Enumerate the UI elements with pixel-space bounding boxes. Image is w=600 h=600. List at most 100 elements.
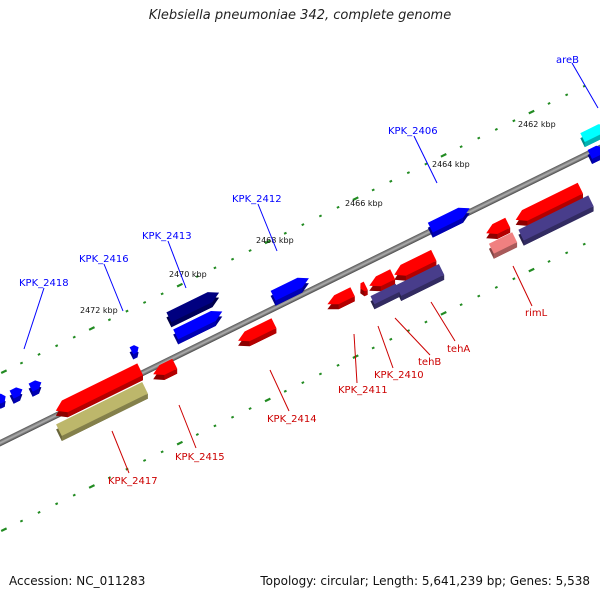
- gene-label-KPK_2413[interactable]: KPK_2413: [142, 231, 192, 242]
- leader-KPK_2410: [377, 325, 394, 369]
- leader-KPK_2416: [103, 263, 124, 312]
- gene-KPK_2406[interactable]: [427, 207, 470, 238]
- tick-upper: [248, 249, 252, 253]
- gene-KPK_2410[interactable]: [369, 269, 396, 292]
- tick-lower: [565, 251, 569, 255]
- tick-upper: [283, 231, 287, 235]
- gene-KPK_2412[interactable]: [270, 277, 309, 306]
- tick-upper: [160, 292, 164, 296]
- gene-areB[interactable]: [580, 124, 600, 148]
- tick-lower: [55, 502, 59, 506]
- gene-KPK_2418b[interactable]: [9, 387, 23, 404]
- gene-KPK_2415[interactable]: [153, 358, 178, 380]
- gene-KPK_2418[interactable]: [28, 380, 42, 397]
- tick-upper: [494, 127, 498, 131]
- gene-label-KPK_2410[interactable]: KPK_2410: [374, 370, 424, 381]
- tick-upper: [547, 101, 551, 105]
- leader-KPK_2414: [269, 369, 290, 412]
- leader-KPK_2411: [353, 333, 358, 384]
- tick-lower: [389, 337, 393, 341]
- tick-upper: [336, 205, 340, 209]
- gene-KPK_2414[interactable]: [238, 318, 277, 347]
- leader-KPK_2417: [111, 430, 130, 474]
- leader-KPK_2415: [178, 404, 197, 449]
- tick-lower: [88, 484, 95, 489]
- gene-rimL-d[interactable]: [488, 232, 518, 259]
- tick-upper: [88, 326, 95, 331]
- gene-KPK_2417[interactable]: [55, 363, 143, 418]
- gene-label-KPK_2411[interactable]: KPK_2411: [338, 385, 388, 396]
- gene-KPK_2411[interactable]: [360, 281, 368, 297]
- gene-label-KPK_2418[interactable]: KPK_2418: [19, 278, 69, 289]
- tick-upper: [512, 119, 516, 123]
- tick-lower: [176, 440, 183, 446]
- tick-lower: [336, 363, 340, 367]
- tick-lower: [459, 303, 463, 307]
- gene-label-tehA[interactable]: tehA: [447, 344, 470, 355]
- gene-tehB[interactable]: [370, 283, 400, 310]
- gene-label-KPK_2406[interactable]: KPK_2406: [388, 126, 438, 137]
- kbp-label-2466: 2466 kbp: [345, 199, 383, 208]
- tick-lower: [283, 389, 287, 393]
- tick-lower: [230, 415, 235, 419]
- gene-rimL-c[interactable]: [486, 217, 511, 239]
- tick-upper: [352, 196, 359, 201]
- leader-areB: [571, 62, 599, 109]
- forward-gene-labels: areB KPK_2406 KPK_2412 KPK_2413 KPK_2416…: [19, 55, 599, 350]
- tick-lower: [424, 320, 428, 324]
- gene-tehA-a[interactable]: [394, 249, 437, 281]
- tick-lower: [477, 294, 481, 298]
- map-title: Klebsiella pneumoniae 342, complete geno…: [148, 8, 452, 23]
- gene-label-rimL[interactable]: rimL: [525, 308, 548, 319]
- gene-label-KPK_2417[interactable]: KPK_2417: [108, 476, 158, 487]
- tick-upper: [264, 239, 271, 245]
- tick-upper: [424, 162, 428, 166]
- tick-upper: [389, 179, 393, 183]
- gene-label-KPK_2412[interactable]: KPK_2412: [232, 194, 282, 205]
- gene-KPK_2411b[interactable]: [327, 287, 355, 310]
- tick-upper: [213, 266, 217, 270]
- gene-KPK_2413b[interactable]: [173, 311, 223, 345]
- tick-upper: [459, 145, 463, 149]
- leader-tehB: [394, 317, 431, 356]
- genome-backbone: [0, 108, 600, 485]
- tick-upper: [142, 300, 147, 304]
- tick-upper: [19, 361, 24, 365]
- gene-label-KPK_2415[interactable]: KPK_2415: [175, 452, 225, 463]
- kbp-label-2464: 2464 kbp: [432, 160, 470, 169]
- tick-lower: [72, 493, 76, 497]
- accession-text: Accession: NC_011283: [9, 574, 146, 588]
- tick-upper: [477, 136, 481, 140]
- leader-tehA: [430, 301, 456, 342]
- gene-label-tehB[interactable]: tehB: [418, 357, 441, 368]
- gene-label-areB[interactable]: areB: [556, 55, 579, 66]
- tick-upper: [318, 214, 323, 218]
- tick-upper: [72, 335, 76, 339]
- reverse-gene-labels: rimL tehA tehB KPK_2410 KPK_2411 KPK_241…: [108, 265, 548, 487]
- gene-rimL-a[interactable]: [515, 182, 583, 226]
- gene-tehA-b[interactable]: [395, 264, 445, 301]
- tick-lower: [264, 397, 271, 403]
- tick-lower: [142, 458, 147, 462]
- gene-label-KPK_2414[interactable]: KPK_2414: [267, 414, 317, 425]
- tick-lower: [160, 450, 164, 454]
- tick-lower: [318, 372, 323, 376]
- gene-KPK_2416[interactable]: [129, 345, 139, 360]
- leader-rimL: [512, 265, 533, 307]
- kbp-label-2472: 2472 kbp: [80, 306, 118, 315]
- gene-KPK_2418c[interactable]: [0, 393, 6, 409]
- tick-lower: [582, 242, 586, 246]
- tick-lower: [494, 285, 498, 289]
- gene-rimL-b[interactable]: [518, 195, 594, 246]
- tick-lower: [528, 267, 535, 273]
- leader-KPK_2406: [413, 135, 438, 184]
- gene-label-KPK_2416[interactable]: KPK_2416: [79, 254, 129, 265]
- tick-marks: [0, 84, 586, 532]
- gene-KPK_2417b[interactable]: [56, 382, 148, 441]
- tick-upper: [195, 275, 199, 278]
- tick-upper: [107, 318, 112, 322]
- gene-areB-2[interactable]: [587, 145, 600, 164]
- tick-lower: [37, 510, 41, 514]
- gene-KPK_2413[interactable]: [166, 292, 220, 328]
